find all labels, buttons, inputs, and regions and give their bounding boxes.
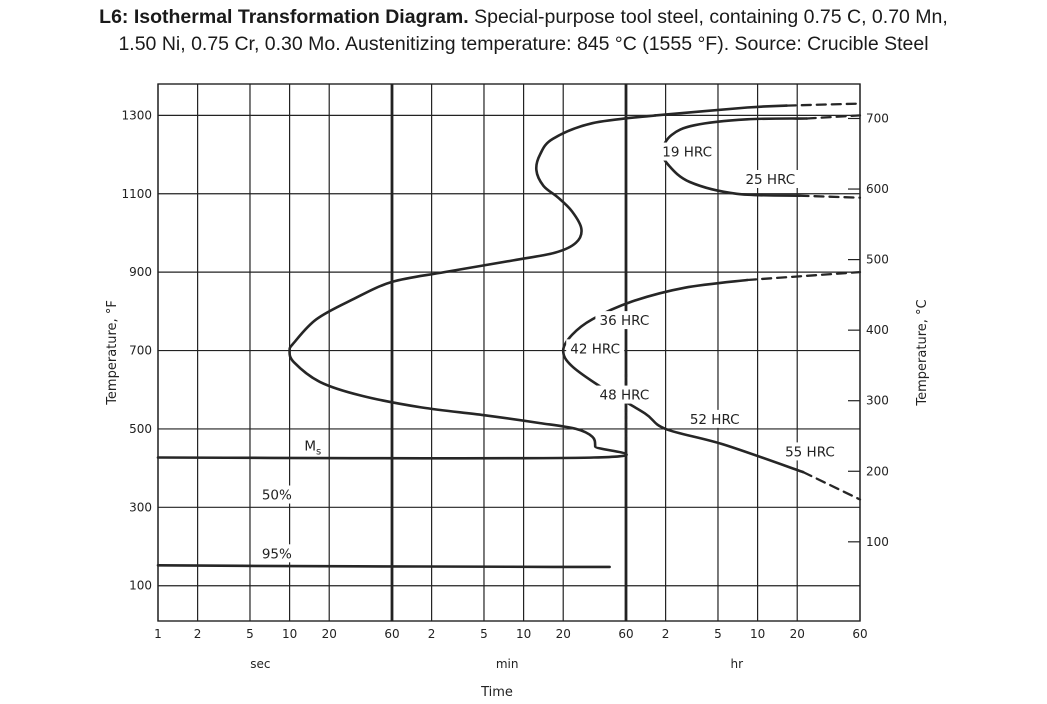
x-tick-label: 10 [750,627,765,641]
grid-lines [157,84,861,621]
annotation-bg [685,409,744,428]
y-axis-title-left: Temperature, °F [105,300,120,406]
transformation-curve [561,278,805,474]
transformation-curve-dashed [746,270,862,282]
caption-line-2: 1.50 Ni, 0.75 Cr, 0.30 Mo. Austenitizing… [118,33,929,55]
figure-caption: L6: Isothermal Transformation Diagram. S… [0,4,1047,58]
transformation-curve [653,104,789,117]
annotation-bg [566,339,625,358]
x-tick-label: 5 [246,627,254,641]
y-tick-label-f: 300 [129,500,152,514]
transformation-curve-dashed [785,102,862,107]
y-tick-label-f: 1100 [121,187,152,201]
x-unit-label: hr [730,657,743,671]
annotation-label: 55 HRC [785,444,835,460]
annotation-label: 48 HRC [600,388,650,404]
transformation-curve-dashed [802,470,862,501]
x-axis-title: Time [480,685,513,700]
plot-frame [157,83,861,622]
y-tick-label-f: 1300 [121,108,152,122]
y-tick-label-c: 300 [866,394,889,408]
transformation-curve-dashed [805,114,862,120]
annotation-subscript: s [316,447,321,458]
x-tick-label: 60 [618,627,633,641]
annotation-bg [259,485,294,504]
x-tick-label: 10 [282,627,297,641]
x-tick-label: 60 [384,627,399,641]
y-axis-title-right: Temperature, °C [915,299,930,406]
x-unit-label: sec [250,657,270,671]
annotation-bg [741,169,800,188]
x-tick-label: 2 [428,627,436,641]
annotation-bg [780,442,839,461]
x-tick-label: 5 [480,627,488,641]
caption-line-1: L6: Isothermal Transformation Diagram. S… [0,4,1047,31]
transformation-curve [156,114,657,460]
caption-title: L6: Isothermal Transformation Diagram. [99,6,469,28]
annotation-label: 52 HRC [690,412,740,428]
x-tick-label: 1 [154,627,162,641]
y-tick-label-f: 100 [129,579,152,593]
annotation-bg [595,385,654,404]
annotation-label: 19 HRC [662,145,712,161]
x-tick-label: 2 [194,627,202,641]
x-tick-label: 20 [322,627,337,641]
annotation-bg [301,436,324,455]
y-tick-label-c: 700 [866,111,889,125]
annotation-label: 36 HRC [600,313,650,329]
annotation-label: 25 HRC [745,172,795,188]
annotation-label: 95% [262,546,292,562]
x-tick-label: 60 [852,627,867,641]
x-tick-label: 10 [516,627,531,641]
x-tick-label: 2 [662,627,670,641]
y-tick-label-f: 700 [129,344,152,358]
annotation-label: 50% [262,488,292,504]
y-tick-label-c: 600 [866,182,889,196]
annotation-label: 42 HRC [570,341,620,357]
x-unit-label: min [496,657,519,671]
caption-line-1-text: Special-purpose tool steel, containing 0… [468,6,948,28]
x-tick-label: 20 [790,627,805,641]
x-tick-label: 20 [556,627,571,641]
annotation-bg [259,544,294,563]
y-tick-label-c: 100 [866,535,889,549]
y-tick-label-c: 400 [866,323,889,337]
y-tick-label-f: 500 [129,422,152,436]
annotation-bg [658,142,717,161]
annotation-bg [595,311,654,330]
transformation-curve [156,564,611,569]
x-tick-label: 5 [714,627,722,641]
y-tick-label-c: 200 [866,464,889,478]
y-tick-label-f: 900 [129,265,152,279]
y-tick-label-c: 500 [866,253,889,267]
transformation-curve-dashed [798,194,862,199]
